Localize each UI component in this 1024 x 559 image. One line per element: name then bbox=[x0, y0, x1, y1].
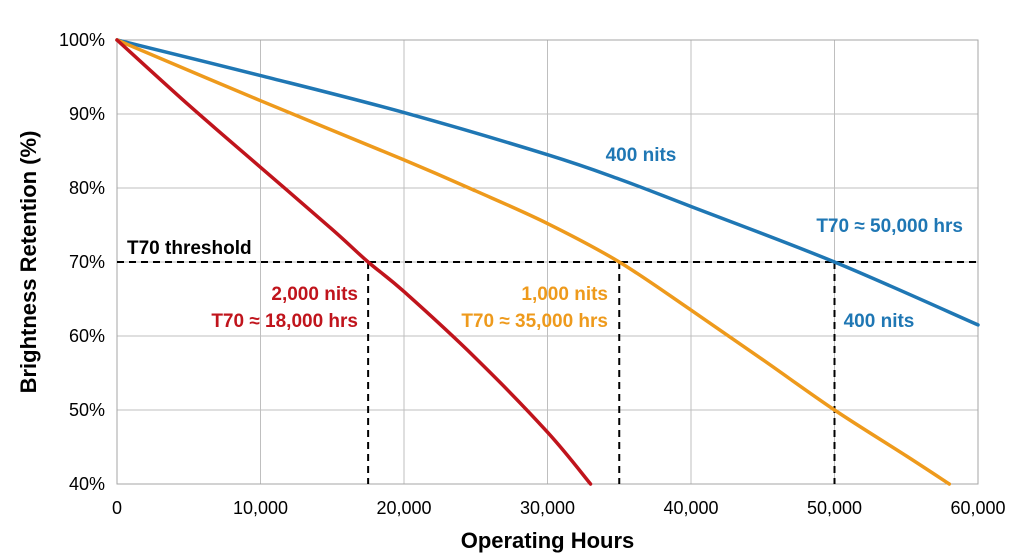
series-line-s400 bbox=[115, 38, 980, 327]
reference-lines: T70 threshold bbox=[117, 238, 978, 484]
x-tick-label: 0 bbox=[112, 498, 122, 518]
ann-2000-t70: T70 ≈ 18,000 hrs bbox=[211, 311, 358, 332]
y-tick-label: 60% bbox=[69, 326, 105, 346]
y-tick-label: 90% bbox=[69, 104, 105, 124]
y-tick-label: 50% bbox=[69, 400, 105, 420]
y-tick-label: 80% bbox=[69, 178, 105, 198]
y-tick-label: 100% bbox=[59, 30, 105, 50]
ann-400-t70: T70 ≈ 50,000 hrs bbox=[816, 216, 963, 237]
ann-1000-t70: T70 ≈ 35,000 hrs bbox=[461, 311, 608, 332]
y-tick-label: 40% bbox=[69, 474, 105, 494]
annotations: 400 nits T70 ≈ 50,000 hrs 400 nits 2,000 ni… bbox=[211, 145, 963, 332]
series-line-s1000 bbox=[115, 38, 952, 486]
series-line-s2000 bbox=[115, 38, 593, 486]
x-tick-label: 40,000 bbox=[663, 498, 718, 518]
y-tick-label: 70% bbox=[69, 252, 105, 272]
x-tick-label: 60,000 bbox=[950, 498, 1005, 518]
ann-2000-name: 2,000 nits bbox=[271, 284, 358, 305]
ann-400-upper: 400 nits bbox=[606, 145, 677, 166]
x-tick-label: 50,000 bbox=[807, 498, 862, 518]
series-lines bbox=[115, 38, 980, 486]
threshold-label: T70 threshold bbox=[127, 238, 252, 259]
ann-400-lower: 400 nits bbox=[844, 311, 915, 332]
y-axis-title: Brightness Retention (%) bbox=[16, 131, 41, 394]
x-tick-label: 20,000 bbox=[376, 498, 431, 518]
tick-labels: 0 10,000 20,000 30,000 40,000 50,000 60,000 40%… bbox=[59, 30, 1006, 518]
ann-1000-name: 1,000 nits bbox=[521, 284, 608, 305]
x-tick-label: 10,000 bbox=[233, 498, 288, 518]
x-axis-title: Operating Hours bbox=[461, 528, 635, 553]
x-tick-label: 30,000 bbox=[520, 498, 575, 518]
